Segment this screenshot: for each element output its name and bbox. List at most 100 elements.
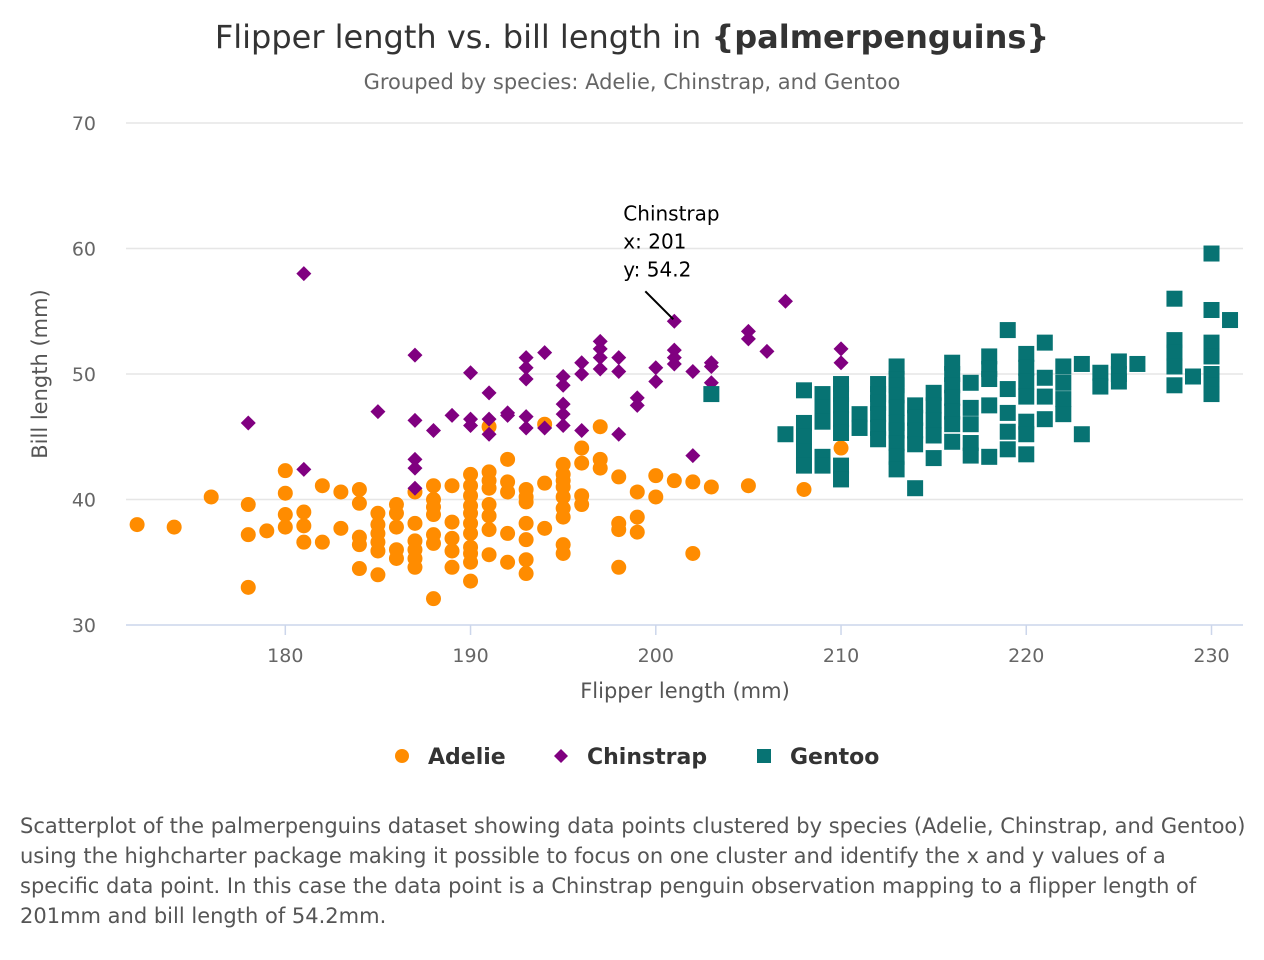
- chinstrap-point: [407, 480, 423, 496]
- gentoo-point: [925, 450, 942, 467]
- gentoo-point: [1110, 353, 1127, 370]
- tooltip-x-value: x: 201: [623, 229, 686, 253]
- legend-item-adelie[interactable]: Adelie: [395, 745, 506, 770]
- legend-item-chinstrap[interactable]: Chinstrap: [554, 745, 707, 770]
- legend-label: Gentoo: [790, 745, 879, 770]
- gentoo-point: [833, 411, 850, 428]
- chinstrap-point: [481, 385, 497, 401]
- gentoo-point: [1203, 301, 1220, 318]
- gentoo-point: [1055, 406, 1072, 423]
- adelie-point: [648, 489, 664, 505]
- gentoo-point: [1018, 426, 1035, 443]
- adelie-point: [240, 579, 256, 595]
- chinstrap-point: [629, 390, 645, 406]
- adelie-point: [537, 475, 553, 491]
- gentoo-point: [999, 441, 1016, 458]
- gentoo-point: [925, 384, 942, 401]
- adelie-point: [481, 497, 497, 513]
- gentoo-point: [1055, 374, 1072, 391]
- gentoo-point: [1036, 388, 1053, 405]
- gentoo-point: [888, 358, 905, 375]
- legend-label: Adelie: [428, 745, 506, 770]
- chinstrap-point: [611, 350, 627, 366]
- chinstrap-point: [555, 417, 571, 433]
- adelie-point: [481, 419, 497, 435]
- gentoo-point: [907, 397, 924, 414]
- adelie-point: [611, 559, 627, 575]
- chinstrap-point: [555, 396, 571, 412]
- gentoo-point: [907, 436, 924, 453]
- legend-item-gentoo[interactable]: Gentoo: [757, 745, 879, 770]
- chinstrap-point: [518, 371, 534, 387]
- adelie-point: [388, 550, 404, 566]
- legend: Adelie Chinstrap Gentoo: [395, 745, 879, 770]
- chinstrap-point: [592, 361, 608, 377]
- gentoo-point: [814, 386, 831, 403]
- adelie-point: [277, 519, 293, 535]
- chinstrap-point: [537, 345, 553, 361]
- gentoo-point: [981, 348, 998, 365]
- y-tick-label: 60: [72, 239, 96, 261]
- gentoo-point: [1055, 358, 1072, 375]
- gentoo-point: [1073, 426, 1090, 443]
- adelie-point: [518, 532, 534, 548]
- chinstrap-point: [611, 363, 627, 379]
- chinstrap-point: [500, 407, 516, 423]
- gentoo-point: [1203, 348, 1220, 365]
- adelie-point: [481, 508, 497, 524]
- gentoo-point: [962, 447, 979, 464]
- x-tick-label: 210: [823, 645, 859, 667]
- chinstrap-point: [666, 342, 682, 358]
- x-tick-label: 230: [1193, 645, 1229, 667]
- chinstrap-point: [407, 347, 423, 363]
- series-adelie: [129, 416, 849, 607]
- adelie-point: [500, 451, 516, 467]
- gentoo-point: [944, 433, 961, 450]
- gentoo-point: [833, 457, 850, 474]
- chart-title-package: {palmerpenguins}: [711, 18, 1049, 56]
- adelie-point: [425, 478, 441, 494]
- legend-label: Chinstrap: [587, 745, 707, 770]
- gentoo-point: [1036, 334, 1053, 351]
- y-tick-label: 70: [72, 113, 96, 135]
- gentoo-point: [1092, 364, 1109, 381]
- gentoo-point: [1129, 355, 1146, 372]
- gentoo-point: [999, 322, 1016, 339]
- adelie-point: [833, 440, 849, 456]
- gentoo-point: [888, 435, 905, 452]
- series-gentoo: [703, 245, 1239, 497]
- adelie-point: [203, 489, 219, 505]
- adelie-point: [481, 547, 497, 563]
- adelie-point: [314, 534, 330, 550]
- gentoo-point: [1018, 359, 1035, 376]
- adelie-point: [425, 591, 441, 607]
- gentoo-point: [1018, 373, 1035, 390]
- chinstrap-point: [407, 412, 423, 428]
- tooltip-series: Chinstrap: [623, 201, 719, 225]
- adelie-point: [463, 573, 479, 589]
- chinstrap-point: [574, 366, 590, 382]
- gentoo-point: [1166, 290, 1183, 307]
- adelie-point: [463, 466, 479, 482]
- adelie-point: [481, 480, 497, 496]
- gentoo-point: [925, 397, 942, 414]
- scatter-chart: Flipper length vs. bill length in {palme…: [28, 18, 1243, 770]
- adelie-point: [351, 481, 367, 497]
- adelie-point: [129, 517, 145, 533]
- chinstrap-point: [648, 360, 664, 376]
- gentoo-point: [1036, 369, 1053, 386]
- chinstrap-point: [555, 406, 571, 422]
- chinstrap-point: [518, 420, 534, 436]
- chinstrap-point: [703, 358, 719, 374]
- adelie-point: [240, 527, 256, 543]
- gentoo-point: [999, 404, 1016, 421]
- adelie-point: [296, 504, 312, 520]
- chinstrap-point: [555, 377, 571, 393]
- chinstrap-point: [592, 350, 608, 366]
- chinstrap-point: [240, 415, 256, 431]
- gentoo-point: [962, 416, 979, 433]
- chinstrap-point: [425, 422, 441, 438]
- chinstrap-point: [555, 369, 571, 385]
- gentoo-point: [1018, 413, 1035, 430]
- gentoo-point: [962, 399, 979, 416]
